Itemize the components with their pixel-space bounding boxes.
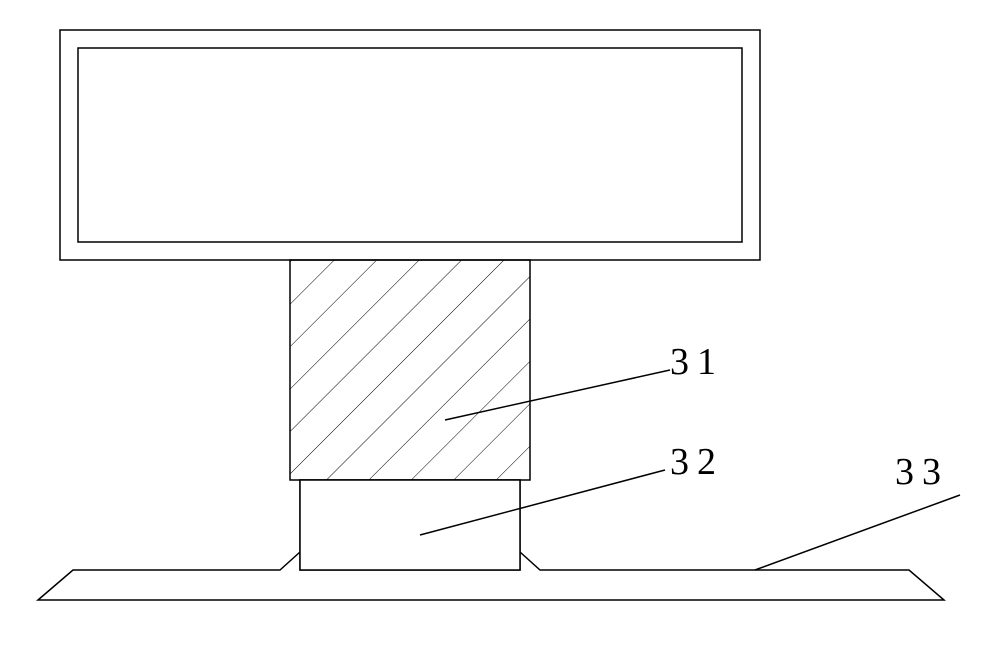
label-31: 31 <box>670 340 724 384</box>
hatched-block <box>290 260 530 480</box>
leader-line-33 <box>755 495 960 570</box>
top-beam-inner <box>78 48 742 242</box>
technical-diagram <box>0 0 1000 655</box>
label-32: 32 <box>670 440 724 484</box>
label-33: 33 <box>895 450 949 494</box>
top-beam-outer <box>60 30 760 260</box>
lower-block-front <box>300 480 520 570</box>
